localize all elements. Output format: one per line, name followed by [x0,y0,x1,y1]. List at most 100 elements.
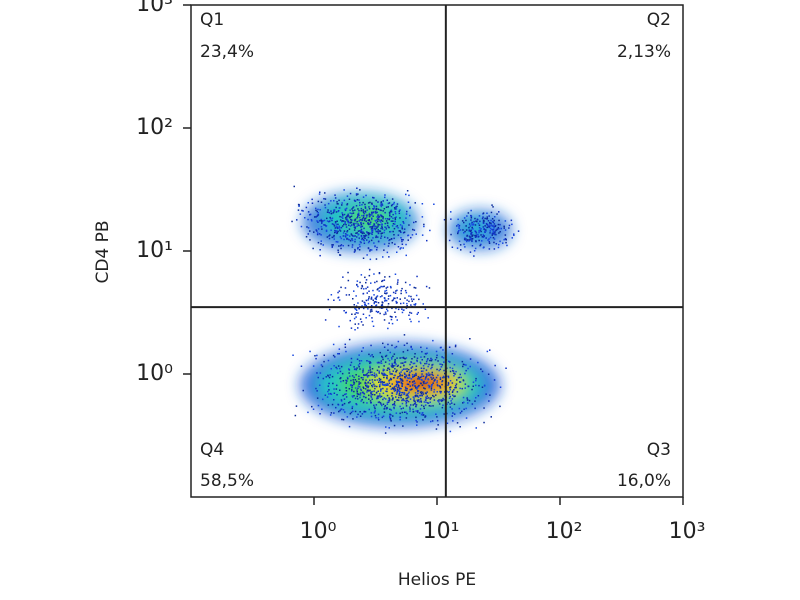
event-dot [357,413,359,416]
event-dot [426,347,428,349]
event-dot [361,413,364,415]
event-dot [401,384,403,386]
event-dot [390,204,393,207]
event-dot [355,193,358,195]
event-dot [329,392,332,395]
event-dot [370,308,373,311]
event-dot [471,240,473,243]
event-dot [380,395,383,398]
event-dot [380,201,383,203]
event-dot [351,208,353,210]
event-dot [344,343,346,346]
event-dot [425,396,427,398]
event-dot [340,408,342,411]
event-dot [350,357,353,360]
event-dot [355,380,358,383]
event-dot [429,374,431,377]
event-dot [402,425,404,427]
event-dot [401,411,404,414]
event-dot [346,234,348,236]
event-dot [378,379,381,382]
event-dot [415,365,418,367]
event-dot [447,383,450,385]
event-dot [393,234,395,236]
event-dot [411,348,413,350]
event-dot [413,382,415,385]
event-dot [481,236,484,238]
event-dot [447,376,450,379]
event-dot [322,377,325,380]
event-dot [373,242,375,244]
event-dot [429,229,431,232]
event-dot [376,369,379,372]
event-dot [489,221,491,224]
event-dot [417,390,419,392]
event-dot [395,208,398,210]
event-dot [364,217,367,220]
event-dot [365,384,367,387]
event-dot [401,369,404,371]
event-dot [500,227,502,230]
event-dot [413,398,415,400]
event-dot [395,370,397,373]
event-dot [327,385,330,387]
event-dot [359,415,362,417]
event-dot [337,210,339,213]
event-dot [399,230,401,232]
event-dot [447,391,450,394]
event-dot [433,399,436,401]
event-dot [425,401,427,403]
event-dot [388,363,391,365]
event-dot [461,387,463,390]
event-dot [436,419,439,422]
event-dot [302,210,304,212]
event-dot [330,393,333,395]
event-dot [423,407,425,410]
event-dot [420,362,422,365]
event-dot [449,430,452,433]
event-dot [494,233,496,236]
event-dot [354,240,356,243]
event-dot [412,228,414,231]
event-dot [325,225,328,227]
event-dot [355,205,358,207]
event-dot [380,202,382,204]
event-dot [377,229,379,231]
event-dot [355,295,357,297]
event-dot [409,389,411,391]
event-dot [374,410,376,412]
event-dot [475,220,477,222]
event-dot [377,311,379,314]
event-dot [383,374,386,376]
event-dot [364,381,366,384]
event-dot [485,393,487,395]
event-dot [401,240,403,243]
event-dot [447,381,450,384]
event-dot [353,383,355,386]
event-dot [463,217,466,219]
event-dot [392,355,394,358]
event-dot [498,232,500,234]
event-dot [369,311,372,313]
event-dot [488,215,490,217]
event-dot [358,209,360,212]
event-dot [348,369,351,371]
event-dot [345,236,347,238]
event-dot [354,379,357,381]
event-dot [377,390,379,392]
event-dot [490,211,493,214]
event-dot [340,244,343,246]
event-dot [393,402,396,405]
event-dot [362,324,364,326]
event-dot [383,231,385,234]
event-dot [380,205,383,208]
event-dot [410,236,412,239]
event-dot [374,281,376,284]
event-dot [381,279,384,282]
event-dot [459,373,461,376]
event-dot [356,391,358,393]
event-dot [394,218,397,220]
event-dot [383,372,385,375]
event-dot [360,230,363,233]
event-dot [363,212,365,215]
